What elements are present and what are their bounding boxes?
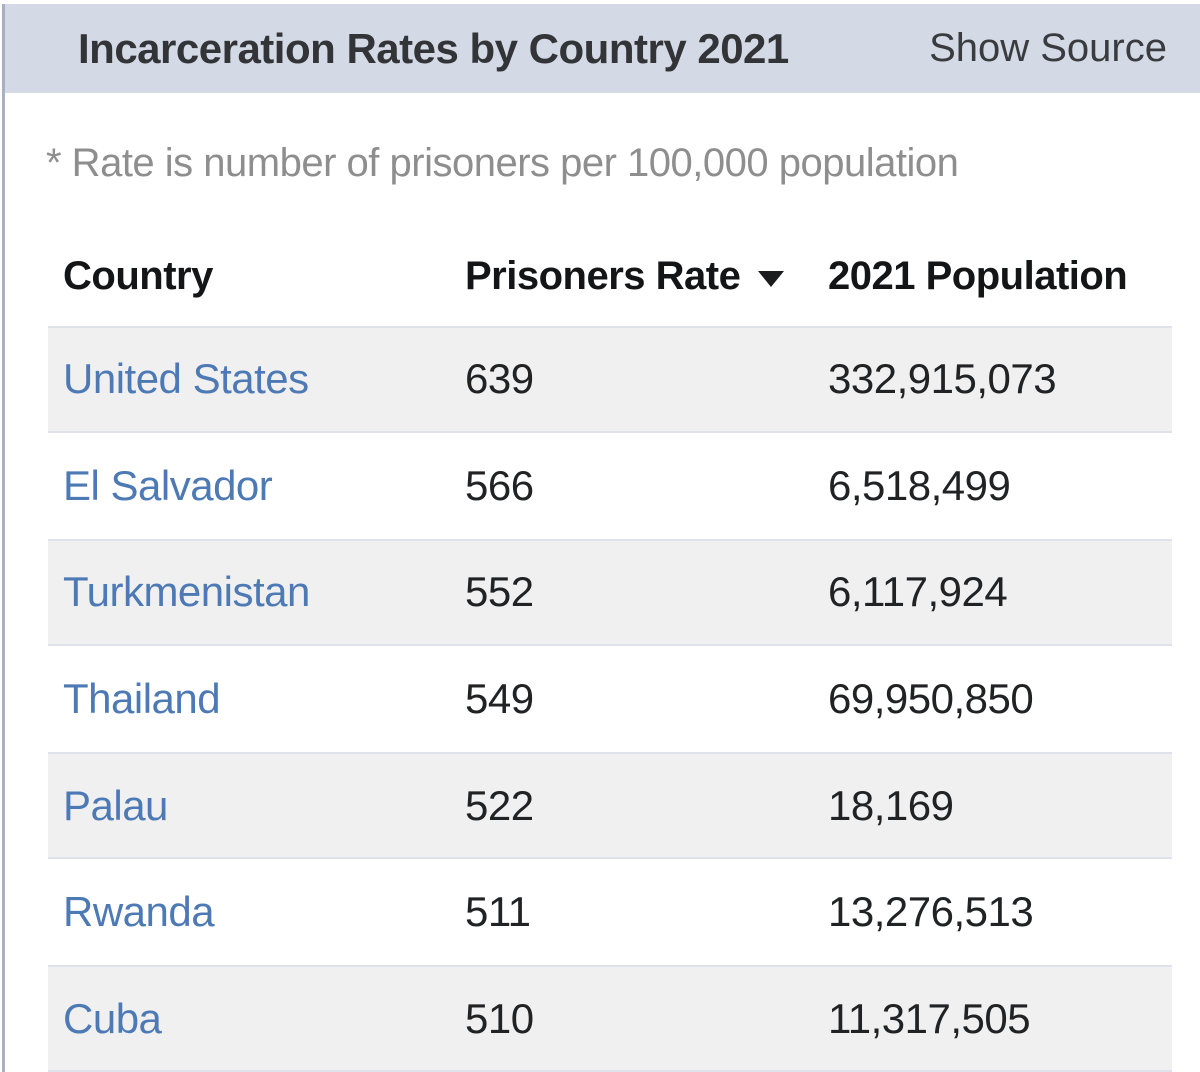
country-link[interactable]: Turkmenistan: [63, 568, 310, 616]
column-header-rate-label: Prisoners Rate: [465, 253, 741, 298]
table-row: Turkmenistan 552 6,117,924: [48, 539, 1172, 646]
rate-value: 511: [465, 888, 531, 936]
population-value: 6,117,924: [828, 568, 1008, 616]
population-value: 6,518,499: [828, 461, 1011, 509]
widget-title: Incarceration Rates by Country 2021: [78, 24, 789, 72]
table-row: Rwanda 511 13,276,513: [48, 858, 1172, 966]
left-border-line: [2, 4, 5, 1072]
column-header-population[interactable]: 2021 Population: [828, 253, 1128, 298]
column-header-country[interactable]: Country: [63, 253, 213, 298]
population-value: 11,317,505: [828, 994, 1031, 1042]
population-value: 18,169: [828, 781, 954, 829]
table-row: Thailand 549 69,950,850: [48, 645, 1172, 753]
country-link[interactable]: United States: [63, 355, 309, 403]
country-link[interactable]: Palau: [63, 781, 168, 829]
country-link[interactable]: Rwanda: [63, 888, 215, 936]
rate-value: 510: [465, 994, 534, 1042]
table-row: Palau 522 18,169: [48, 752, 1172, 859]
country-rates-table: Country Prisoners Rate 2021 Population U…: [0, 233, 1200, 1072]
population-value: 332,915,073: [828, 355, 1057, 403]
sort-descending-icon[interactable]: [758, 271, 785, 287]
population-value: 13,276,513: [828, 888, 1034, 936]
rate-value: 566: [465, 461, 534, 509]
population-value: 69,950,850: [828, 674, 1034, 722]
rate-value: 549: [465, 674, 534, 722]
widget-container: Incarceration Rates by Country 2021 Show…: [0, 4, 1200, 1072]
rate-value: 552: [465, 568, 534, 616]
rate-value: 522: [465, 781, 534, 829]
table-row: Cuba 510 11,317,505: [48, 965, 1172, 1072]
table-header-row: Country Prisoners Rate 2021 Population: [48, 233, 1172, 319]
table-body: United States 639 332,915,073 El Salvado…: [0, 326, 1200, 1072]
country-link[interactable]: Thailand: [63, 674, 221, 722]
rate-note: * Rate is number of prisoners per 100,00…: [46, 141, 959, 185]
rate-value: 639: [465, 355, 534, 403]
column-header-prisoners-rate[interactable]: Prisoners Rate: [465, 254, 822, 299]
table-row: United States 639 332,915,073: [48, 326, 1172, 433]
table-row: El Salvador 566 6,518,499: [48, 432, 1172, 540]
country-link[interactable]: Cuba: [63, 994, 162, 1042]
country-link[interactable]: El Salvador: [63, 461, 273, 509]
show-source-button[interactable]: Show Source: [929, 26, 1167, 70]
header-bar: Incarceration Rates by Country 2021 Show…: [5, 4, 1200, 93]
